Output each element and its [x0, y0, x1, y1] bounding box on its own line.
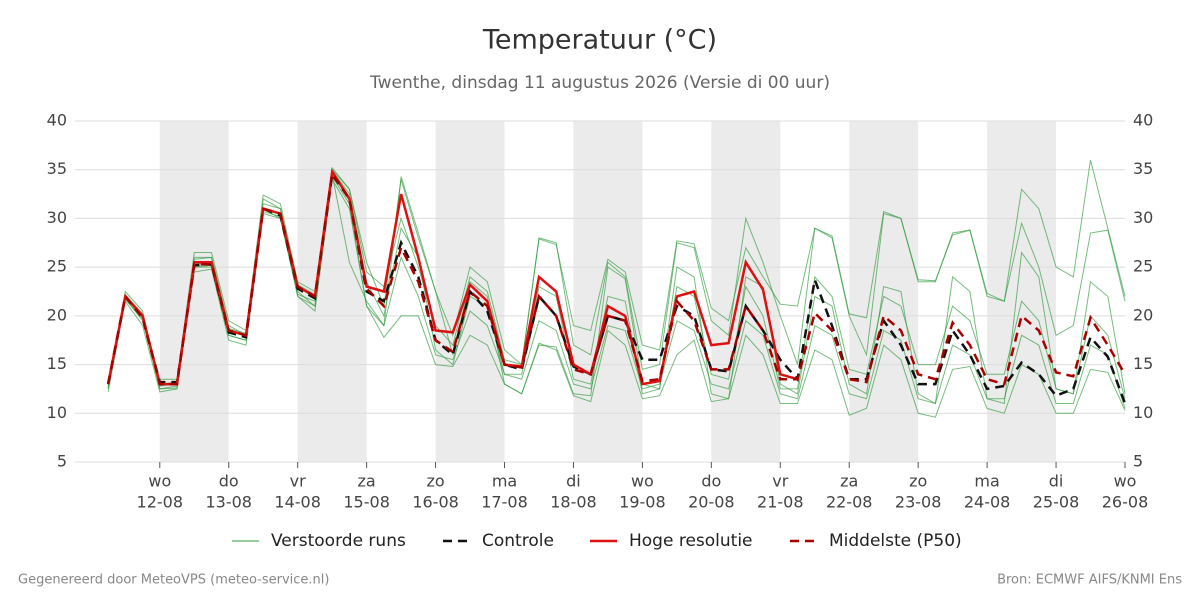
y2-tick-label: 5	[1133, 452, 1143, 471]
ensemble-run	[107, 177, 1126, 418]
x-tick-day: do	[219, 472, 239, 491]
x-tick-day: zo	[426, 472, 444, 491]
legend-label: Middelste (P50)	[829, 531, 962, 551]
y2-tick-label: 10	[1133, 403, 1153, 422]
x-tick-label: 22-08	[826, 493, 873, 512]
series-line	[106, 171, 1127, 404]
x-tick-label: 17-08	[481, 493, 528, 512]
x-tick-day: di	[566, 472, 581, 491]
y-tick-label: 10	[47, 403, 67, 422]
day-shade	[711, 121, 781, 462]
legend-label: Verstoorde runs	[271, 531, 406, 551]
y2-tick-label: 30	[1133, 208, 1153, 227]
x-tick-day: ma	[974, 472, 999, 491]
footer-left: Gegenereerd door MeteoVPS (meteo-service…	[18, 573, 329, 588]
x-tick-day: wo	[148, 472, 171, 491]
x-tick-label: 26-08	[1102, 493, 1149, 512]
x-tick-label: 23-08	[895, 493, 942, 512]
x-tick-day: di	[1049, 472, 1064, 491]
x-tick-day: za	[358, 472, 376, 491]
y-tick-label: 40	[47, 111, 67, 130]
x-tick-label: 18-08	[550, 493, 597, 512]
x-tick-label: 16-08	[412, 493, 459, 512]
chart-title: Temperatuur (°C)	[482, 25, 717, 56]
y-tick-label: 35	[47, 159, 67, 178]
ensemble-run	[107, 169, 1126, 399]
x-tick-label: 14-08	[274, 493, 321, 512]
x-tick-day: za	[840, 472, 858, 491]
footer-right: Bron: ECMWF AIFS/KNMI Ens	[997, 573, 1182, 588]
x-tick-label: 24-08	[964, 493, 1011, 512]
x-tick-label: 20-08	[688, 493, 735, 512]
x-tick-label: 21-08	[757, 493, 804, 512]
x-tick-day: vr	[772, 472, 788, 491]
ensemble-run	[107, 159, 1126, 390]
y2-tick-label: 25	[1133, 257, 1153, 276]
x-tick-day: ma	[492, 472, 517, 491]
x-tick-day: wo	[1114, 472, 1137, 491]
legend-label: Hoge resolutie	[629, 531, 753, 551]
y2-tick-label: 35	[1133, 159, 1153, 178]
y-tick-label: 25	[47, 257, 67, 276]
ensemble-run	[107, 174, 1126, 405]
x-tick-day: vr	[290, 472, 306, 491]
x-tick-day: wo	[631, 472, 654, 491]
day-shade	[849, 121, 919, 462]
y-tick-label: 30	[47, 208, 67, 227]
series-line	[106, 168, 798, 386]
legend-label: Controle	[482, 531, 554, 551]
x-tick-label: 12-08	[137, 493, 184, 512]
series-line	[106, 170, 1127, 386]
x-tick-label: 19-08	[619, 493, 666, 512]
x-tick-label: 13-08	[205, 493, 252, 512]
ensemble-run	[107, 166, 1126, 385]
x-tick-label: 15-08	[343, 493, 390, 512]
y-tick-label: 20	[47, 305, 67, 324]
day-shade	[573, 121, 643, 462]
x-tick-day: do	[701, 472, 721, 491]
x-tick-day: zo	[909, 472, 927, 491]
y-tick-label: 15	[47, 354, 67, 373]
y2-tick-label: 15	[1133, 354, 1153, 373]
y-tick-label: 5	[57, 452, 67, 471]
x-tick-label: 25-08	[1033, 493, 1080, 512]
y2-tick-label: 20	[1133, 305, 1153, 324]
y2-tick-label: 40	[1133, 111, 1153, 130]
chart-subtitle: Twenthe, dinsdag 11 augustus 2026 (Versi…	[369, 73, 830, 93]
